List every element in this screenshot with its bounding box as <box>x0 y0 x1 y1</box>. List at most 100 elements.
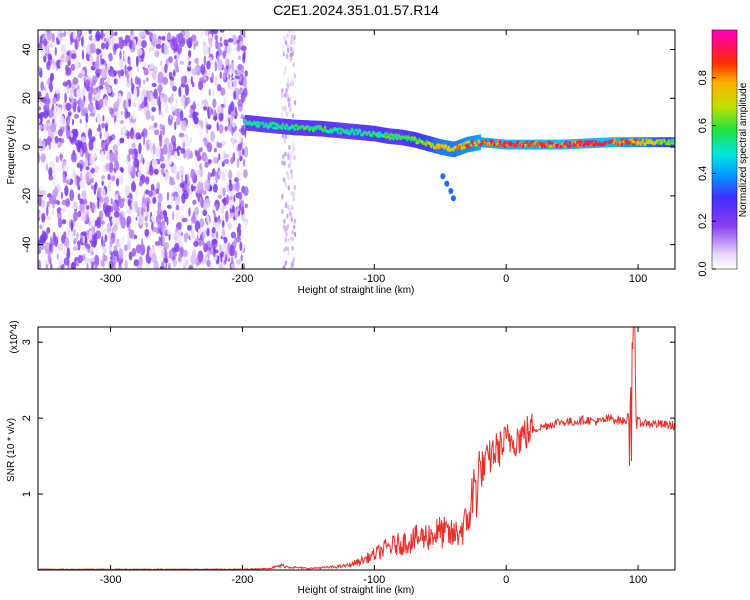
noise-speck <box>151 221 154 231</box>
noise-speck <box>124 244 128 252</box>
noise-speck <box>237 135 242 145</box>
noise-speck <box>148 125 155 130</box>
noise-speck <box>98 98 104 109</box>
top-y-axis-label: Frequency (Hz) <box>6 116 17 185</box>
noise-speck <box>201 79 207 84</box>
noise-speck <box>179 60 184 65</box>
noise-speck <box>178 132 185 138</box>
noise-speck <box>85 79 90 88</box>
noise-speck <box>40 153 46 163</box>
ridge-halo <box>498 139 500 149</box>
noise-speck <box>187 55 190 61</box>
noise-speck <box>285 53 288 58</box>
ridge-halo <box>325 121 327 137</box>
noise-speck <box>208 159 212 164</box>
noise-speck <box>113 211 120 218</box>
noise-speck <box>199 163 203 170</box>
ridge-core <box>657 141 660 145</box>
ridge-core <box>336 131 340 135</box>
ridge-halo <box>517 139 519 150</box>
noise-speck <box>174 108 178 116</box>
noise-speck <box>177 32 184 45</box>
noise-speck <box>114 160 120 171</box>
noise-speck <box>120 119 125 125</box>
noise-speck <box>145 207 148 216</box>
noise-speck <box>233 90 237 100</box>
noise-speck <box>166 216 169 226</box>
ridge-core <box>387 134 391 138</box>
noise-speck <box>52 138 56 150</box>
noise-speck <box>145 176 150 185</box>
ridge-halo <box>600 137 603 148</box>
colorbar-tick-label: 0.4 <box>697 166 709 181</box>
x-tick-label: -300 <box>100 574 122 586</box>
noise-speck <box>229 244 235 257</box>
noise-speck <box>118 248 124 260</box>
noise-speck <box>180 110 184 122</box>
ridge-halo <box>354 124 357 140</box>
noise-speck <box>201 99 208 105</box>
noise-speck <box>103 196 110 205</box>
noise-speck <box>160 222 164 231</box>
noise-speck <box>230 231 237 239</box>
noise-speck <box>145 110 151 121</box>
ridge-halo <box>434 137 436 154</box>
noise-speck <box>212 183 218 193</box>
noise-speck <box>285 232 288 238</box>
noise-speck <box>178 86 182 98</box>
noise-speck <box>202 209 208 217</box>
noise-speck <box>162 143 168 156</box>
noise-speck <box>66 247 71 260</box>
noise-speck <box>64 92 67 103</box>
noise-speck <box>148 93 151 103</box>
noise-speck <box>85 113 89 123</box>
ridge-core <box>518 141 522 145</box>
noise-speck <box>100 228 107 236</box>
noise-speck <box>218 170 222 177</box>
noise-speck <box>80 136 87 143</box>
noise-speck <box>216 84 222 92</box>
noise-speck <box>221 261 225 269</box>
noise-speck <box>102 253 105 264</box>
noise-speck <box>40 81 44 92</box>
noise-speck <box>137 151 141 163</box>
noise-speck <box>55 155 60 163</box>
noise-speck <box>176 44 183 55</box>
noise-speck <box>197 181 203 191</box>
noise-speck <box>211 72 215 81</box>
ridge-halo <box>518 139 520 150</box>
noise-speck <box>113 51 117 56</box>
noise-speck <box>195 57 199 65</box>
noise-speck <box>152 142 156 155</box>
noise-speck <box>71 82 75 90</box>
noise-speck <box>147 233 151 242</box>
noise-speck <box>211 226 216 234</box>
noise-speck <box>93 165 100 174</box>
noise-speck <box>80 147 83 158</box>
noise-speck <box>282 265 285 269</box>
noise-speck <box>200 197 204 209</box>
noise-speck <box>187 37 193 49</box>
noise-speck <box>133 158 140 168</box>
noise-speck <box>222 50 227 60</box>
noise-speck <box>131 142 136 149</box>
noise-speck <box>128 229 135 239</box>
noise-speck <box>88 128 92 140</box>
noise-speck <box>74 61 80 71</box>
ridge-halo <box>272 117 275 134</box>
noise-speck <box>126 215 132 225</box>
ridge-core <box>542 142 546 146</box>
noise-speck <box>127 198 132 207</box>
noise-speck <box>126 131 130 140</box>
noise-speck <box>90 224 96 235</box>
noise-speck <box>90 65 96 71</box>
noise-speck <box>210 43 213 48</box>
noise-speck <box>81 36 84 47</box>
noise-speck <box>206 215 210 223</box>
noise-speck <box>238 228 242 237</box>
noise-speck <box>290 205 294 210</box>
noise-speck <box>227 79 231 90</box>
ridge-halo <box>601 137 603 148</box>
noise-speck <box>138 142 142 155</box>
noise-speck <box>204 179 211 192</box>
